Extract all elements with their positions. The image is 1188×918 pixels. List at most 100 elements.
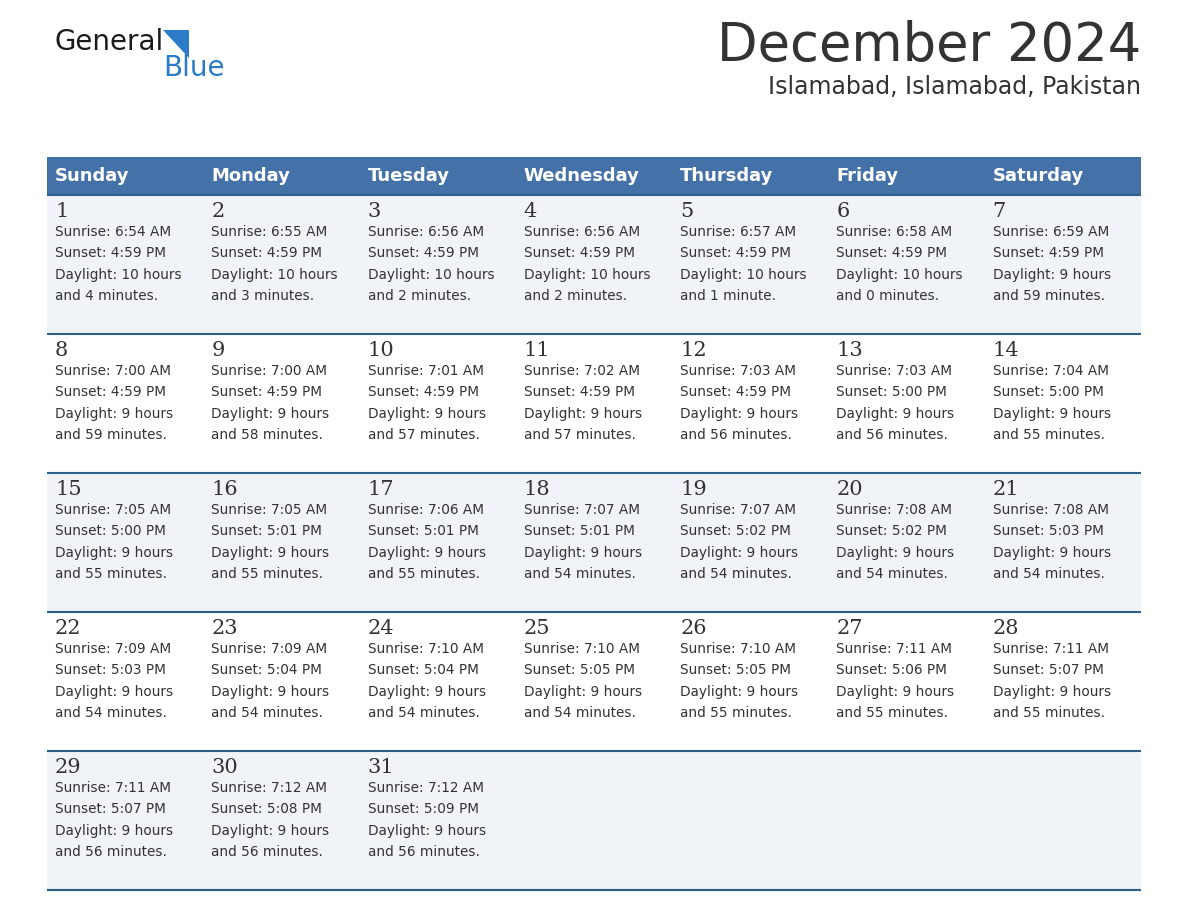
Text: Daylight: 9 hours: Daylight: 9 hours xyxy=(836,407,954,420)
Bar xyxy=(48,195,1140,334)
Text: 30: 30 xyxy=(211,758,238,777)
Text: Daylight: 9 hours: Daylight: 9 hours xyxy=(367,823,486,838)
Text: Daylight: 9 hours: Daylight: 9 hours xyxy=(836,545,954,560)
Text: Daylight: 9 hours: Daylight: 9 hours xyxy=(211,407,329,420)
Text: Daylight: 9 hours: Daylight: 9 hours xyxy=(681,407,798,420)
Text: and 54 minutes.: and 54 minutes. xyxy=(993,567,1105,581)
Text: Sunrise: 7:07 AM: Sunrise: 7:07 AM xyxy=(681,503,796,517)
Text: Daylight: 10 hours: Daylight: 10 hours xyxy=(836,268,963,282)
Text: and 56 minutes.: and 56 minutes. xyxy=(681,429,792,442)
Text: Sunset: 5:01 PM: Sunset: 5:01 PM xyxy=(524,524,634,538)
Text: Saturday: Saturday xyxy=(993,167,1083,185)
Text: Sunrise: 7:11 AM: Sunrise: 7:11 AM xyxy=(836,642,953,655)
Bar xyxy=(48,751,1140,890)
Text: Sunrise: 7:00 AM: Sunrise: 7:00 AM xyxy=(55,364,171,377)
Text: Sunset: 4:59 PM: Sunset: 4:59 PM xyxy=(367,246,479,260)
Text: 7: 7 xyxy=(993,202,1006,221)
Text: General: General xyxy=(55,28,164,56)
Text: Sunrise: 7:09 AM: Sunrise: 7:09 AM xyxy=(211,642,328,655)
Text: and 54 minutes.: and 54 minutes. xyxy=(681,567,792,581)
Text: 15: 15 xyxy=(55,480,82,499)
Text: 9: 9 xyxy=(211,341,225,360)
Text: and 0 minutes.: and 0 minutes. xyxy=(836,289,940,303)
Text: 1: 1 xyxy=(55,202,69,221)
Text: Daylight: 9 hours: Daylight: 9 hours xyxy=(367,407,486,420)
Text: Sunrise: 7:07 AM: Sunrise: 7:07 AM xyxy=(524,503,640,517)
Text: and 58 minutes.: and 58 minutes. xyxy=(211,429,323,442)
Text: 14: 14 xyxy=(993,341,1019,360)
Text: Sunset: 5:08 PM: Sunset: 5:08 PM xyxy=(211,802,322,816)
Text: and 59 minutes.: and 59 minutes. xyxy=(993,289,1105,303)
Text: Sunrise: 7:10 AM: Sunrise: 7:10 AM xyxy=(524,642,640,655)
Text: Friday: Friday xyxy=(836,167,898,185)
Text: Sunset: 4:59 PM: Sunset: 4:59 PM xyxy=(367,386,479,399)
Text: 20: 20 xyxy=(836,480,862,499)
Text: Tuesday: Tuesday xyxy=(367,167,449,185)
Text: and 4 minutes.: and 4 minutes. xyxy=(55,289,158,303)
Text: Daylight: 10 hours: Daylight: 10 hours xyxy=(55,268,182,282)
Text: 6: 6 xyxy=(836,202,849,221)
Text: Sunrise: 7:02 AM: Sunrise: 7:02 AM xyxy=(524,364,640,377)
Text: Blue: Blue xyxy=(163,54,225,82)
Text: Sunrise: 7:12 AM: Sunrise: 7:12 AM xyxy=(211,780,327,795)
Text: Sunset: 5:03 PM: Sunset: 5:03 PM xyxy=(993,524,1104,538)
Text: Sunrise: 6:57 AM: Sunrise: 6:57 AM xyxy=(681,225,796,239)
Text: Sunset: 5:02 PM: Sunset: 5:02 PM xyxy=(681,524,791,538)
Bar xyxy=(48,334,1140,473)
Text: Sunrise: 7:03 AM: Sunrise: 7:03 AM xyxy=(681,364,796,377)
Bar xyxy=(360,157,516,195)
Bar xyxy=(828,157,985,195)
Text: Monday: Monday xyxy=(211,167,290,185)
Text: 12: 12 xyxy=(681,341,707,360)
Text: Sunrise: 7:09 AM: Sunrise: 7:09 AM xyxy=(55,642,171,655)
Text: Daylight: 9 hours: Daylight: 9 hours xyxy=(993,685,1111,699)
Text: Sunrise: 7:00 AM: Sunrise: 7:00 AM xyxy=(211,364,327,377)
Text: and 54 minutes.: and 54 minutes. xyxy=(524,567,636,581)
Text: Sunrise: 7:08 AM: Sunrise: 7:08 AM xyxy=(993,503,1108,517)
Text: Sunrise: 6:58 AM: Sunrise: 6:58 AM xyxy=(836,225,953,239)
Bar xyxy=(672,157,828,195)
Text: Sunset: 4:59 PM: Sunset: 4:59 PM xyxy=(55,246,166,260)
Text: Sunset: 4:59 PM: Sunset: 4:59 PM xyxy=(836,246,947,260)
Text: 3: 3 xyxy=(367,202,381,221)
Text: Sunrise: 7:10 AM: Sunrise: 7:10 AM xyxy=(367,642,484,655)
Text: 31: 31 xyxy=(367,758,394,777)
Text: Sunset: 5:04 PM: Sunset: 5:04 PM xyxy=(211,663,322,677)
Text: and 55 minutes.: and 55 minutes. xyxy=(993,706,1105,721)
Text: Daylight: 9 hours: Daylight: 9 hours xyxy=(55,685,173,699)
Text: Sunset: 5:00 PM: Sunset: 5:00 PM xyxy=(993,386,1104,399)
Text: Sunrise: 7:01 AM: Sunrise: 7:01 AM xyxy=(367,364,484,377)
Text: December 2024: December 2024 xyxy=(716,20,1140,72)
Text: Sunset: 5:01 PM: Sunset: 5:01 PM xyxy=(211,524,322,538)
Text: Sunrise: 6:56 AM: Sunrise: 6:56 AM xyxy=(367,225,484,239)
Text: Daylight: 9 hours: Daylight: 9 hours xyxy=(681,545,798,560)
Text: Sunset: 5:03 PM: Sunset: 5:03 PM xyxy=(55,663,166,677)
Text: and 1 minute.: and 1 minute. xyxy=(681,289,776,303)
Bar xyxy=(516,157,672,195)
Text: Daylight: 9 hours: Daylight: 9 hours xyxy=(55,823,173,838)
Text: Sunrise: 7:04 AM: Sunrise: 7:04 AM xyxy=(993,364,1108,377)
Text: Daylight: 9 hours: Daylight: 9 hours xyxy=(55,407,173,420)
Text: Sunset: 5:00 PM: Sunset: 5:00 PM xyxy=(836,386,947,399)
Text: and 54 minutes.: and 54 minutes. xyxy=(524,706,636,721)
Bar xyxy=(48,473,1140,612)
Text: Sunset: 5:04 PM: Sunset: 5:04 PM xyxy=(367,663,479,677)
Text: Daylight: 9 hours: Daylight: 9 hours xyxy=(993,407,1111,420)
Text: Sunrise: 6:56 AM: Sunrise: 6:56 AM xyxy=(524,225,640,239)
Text: and 54 minutes.: and 54 minutes. xyxy=(211,706,323,721)
Text: and 2 minutes.: and 2 minutes. xyxy=(367,289,470,303)
Text: Sunrise: 7:08 AM: Sunrise: 7:08 AM xyxy=(836,503,953,517)
Text: and 56 minutes.: and 56 minutes. xyxy=(367,845,480,859)
Text: and 54 minutes.: and 54 minutes. xyxy=(836,567,948,581)
Text: Sunset: 4:59 PM: Sunset: 4:59 PM xyxy=(524,246,634,260)
Text: Daylight: 9 hours: Daylight: 9 hours xyxy=(524,407,642,420)
Text: Sunset: 4:59 PM: Sunset: 4:59 PM xyxy=(681,246,791,260)
Text: Daylight: 9 hours: Daylight: 9 hours xyxy=(993,268,1111,282)
Text: Daylight: 9 hours: Daylight: 9 hours xyxy=(524,685,642,699)
Bar xyxy=(203,157,360,195)
Text: 24: 24 xyxy=(367,619,394,638)
Text: Sunset: 5:06 PM: Sunset: 5:06 PM xyxy=(836,663,947,677)
Text: 23: 23 xyxy=(211,619,238,638)
Text: Daylight: 9 hours: Daylight: 9 hours xyxy=(367,685,486,699)
Text: and 57 minutes.: and 57 minutes. xyxy=(367,429,480,442)
